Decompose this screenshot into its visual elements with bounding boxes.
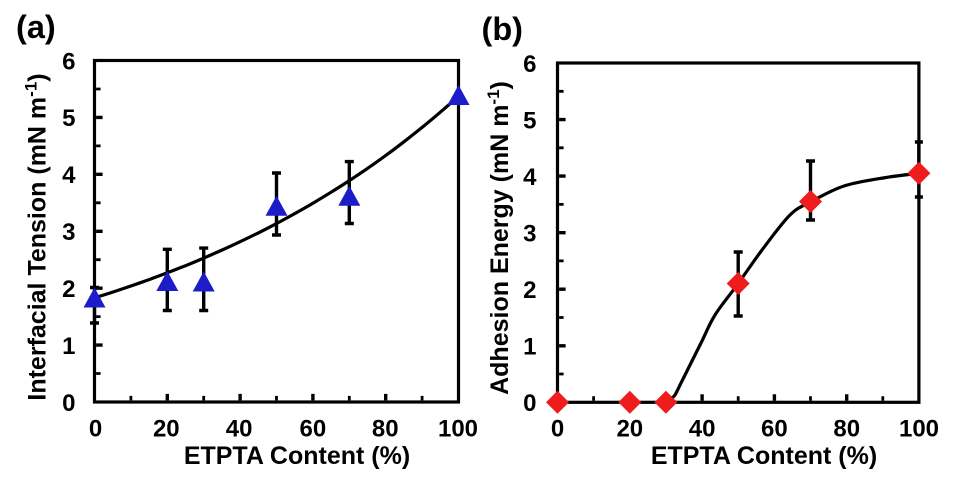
svg-text:4: 4 [62,162,76,189]
svg-text:2: 2 [523,277,536,304]
svg-text:1: 1 [62,333,75,360]
svg-text:40: 40 [226,416,253,443]
svg-text:ETPTA Content (%): ETPTA Content (%) [651,442,877,470]
svg-text:40: 40 [689,416,716,443]
svg-text:100: 100 [899,416,939,443]
svg-text:1: 1 [523,334,536,361]
svg-text:3: 3 [523,221,536,248]
svg-text:4: 4 [523,164,537,191]
svg-text:20: 20 [153,416,180,443]
svg-text:0: 0 [523,390,536,417]
svg-text:80: 80 [372,416,399,443]
svg-text:60: 60 [761,416,788,443]
svg-text:(b): (b) [482,11,524,47]
svg-text:0: 0 [551,416,564,443]
svg-text:3: 3 [62,219,75,246]
svg-text:0: 0 [89,416,102,443]
svg-text:100: 100 [438,416,478,443]
svg-text:20: 20 [616,416,643,443]
svg-text:2: 2 [62,276,75,303]
svg-text:6: 6 [523,51,536,78]
svg-text:5: 5 [62,105,75,132]
svg-text:(a): (a) [16,9,56,45]
svg-text:5: 5 [523,107,536,134]
svg-text:Adhesion Energy (mN m-1): Adhesion Energy (mN m-1) [484,81,514,395]
svg-text:ETPTA Content (%): ETPTA Content (%) [184,442,410,470]
svg-text:Interfacial Tension (mN m-1): Interfacial Tension (mN m-1) [22,73,52,400]
svg-text:0: 0 [62,390,75,417]
svg-text:6: 6 [62,48,75,75]
svg-text:60: 60 [300,416,327,443]
svg-text:80: 80 [833,416,860,443]
